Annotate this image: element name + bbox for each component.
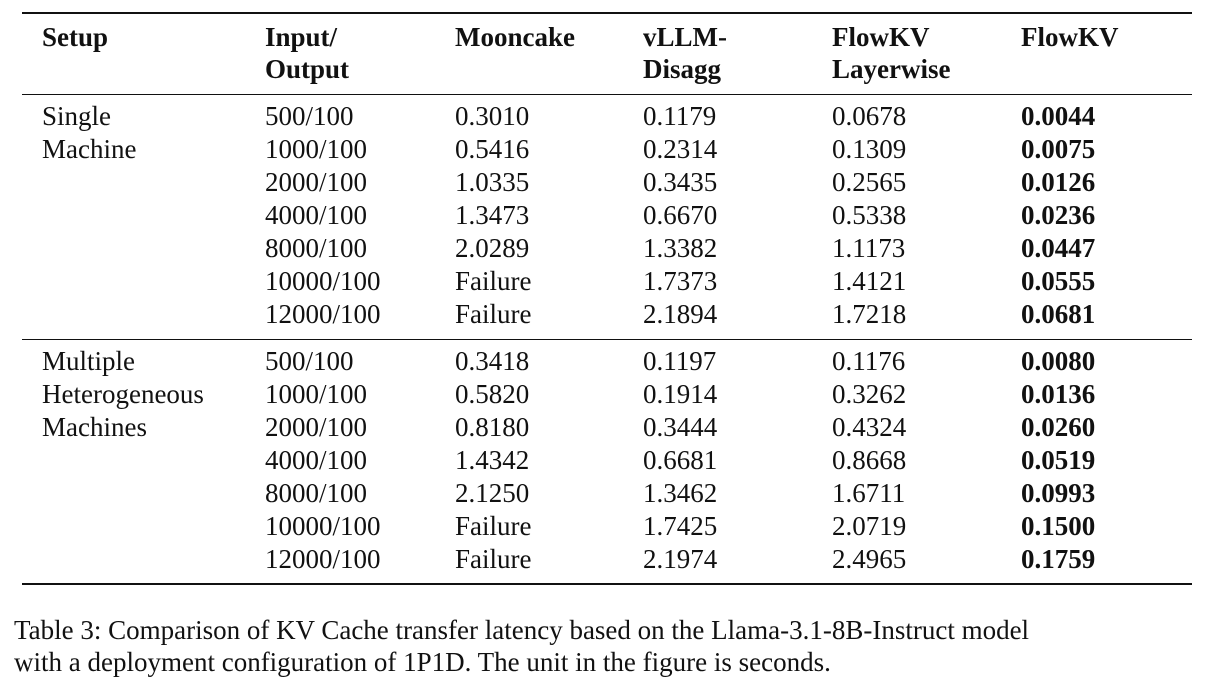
- header-rule: [22, 94, 1192, 95]
- best-value: 0.0044: [1021, 101, 1096, 131]
- table-cell: 1.4121: [832, 266, 907, 296]
- top-rule: [22, 12, 1192, 14]
- table-cell: 2.0289: [455, 233, 530, 263]
- setup-label: Multiple: [42, 346, 135, 376]
- best-value: 0.0447: [1021, 233, 1096, 263]
- table-cell: 0.5338: [832, 200, 907, 230]
- table-cell: 0.2565: [832, 167, 907, 197]
- table-cell: 0.3418: [455, 346, 530, 376]
- table-cell: 4000/100: [265, 200, 368, 230]
- table-cell: 2.1974: [643, 544, 718, 574]
- setup-label: Single: [42, 101, 112, 131]
- header-cell: Disagg: [643, 54, 722, 84]
- table-cell: 8000/100: [265, 233, 368, 263]
- header-cell: Output: [265, 54, 350, 84]
- table-cell: 1.7373: [643, 266, 718, 296]
- table-cell: 1.3462: [643, 478, 718, 508]
- best-value: 0.0555: [1021, 266, 1096, 296]
- table-cell: 1.1173: [832, 233, 906, 263]
- table-cell: Failure: [455, 544, 532, 574]
- header-cell: Layerwise: [832, 54, 951, 84]
- best-value: 0.0519: [1021, 445, 1096, 475]
- table-cell: 8000/100: [265, 478, 368, 508]
- best-value: 0.0080: [1021, 346, 1096, 376]
- table-cell: 1.7218: [832, 299, 907, 329]
- header-cell: Setup: [42, 22, 109, 52]
- header-cell: FlowKV: [1021, 22, 1119, 52]
- table-cell: 0.1179: [643, 101, 717, 131]
- header-cell: FlowKV: [832, 22, 930, 52]
- caption: with a deployment configuration of 1P1D.…: [14, 647, 831, 677]
- header-cell: vLLM-: [643, 22, 727, 52]
- table-cell: 0.1197: [643, 346, 717, 376]
- table-cell: 2.1894: [643, 299, 718, 329]
- table-cell: 12000/100: [265, 544, 381, 574]
- best-value: 0.0681: [1021, 299, 1096, 329]
- table-cell: 1.4342: [455, 445, 530, 475]
- best-value: 0.1500: [1021, 511, 1096, 541]
- best-value: 0.1759: [1021, 544, 1096, 574]
- table-cell: 1.3382: [643, 233, 718, 263]
- table-cell: 0.2314: [643, 134, 718, 164]
- best-value: 0.0075: [1021, 134, 1096, 164]
- setup-label: Heterogeneous: [42, 379, 204, 409]
- group-rule: [22, 339, 1192, 340]
- caption: Table 3: Comparison of KV Cache transfer…: [14, 615, 1030, 645]
- table-cell: 1.6711: [832, 478, 906, 508]
- best-value: 0.0236: [1021, 200, 1096, 230]
- header-cell: Input/: [265, 22, 338, 52]
- table-cell: 4000/100: [265, 445, 368, 475]
- table-cell: 10000/100: [265, 266, 381, 296]
- table-cell: 500/100: [265, 101, 354, 131]
- table-cell: 1000/100: [265, 134, 368, 164]
- table-cell: Failure: [455, 266, 532, 296]
- best-value: 0.0126: [1021, 167, 1096, 197]
- table-cell: 2000/100: [265, 412, 368, 442]
- table-cell: 1.0335: [455, 167, 530, 197]
- table-cell: 1.3473: [455, 200, 530, 230]
- table-cell: 0.6670: [643, 200, 718, 230]
- table-cell: 1.7425: [643, 511, 718, 541]
- table-cell: 10000/100: [265, 511, 381, 541]
- table-cell: 0.8180: [455, 412, 530, 442]
- table-cell: 2.0719: [832, 511, 907, 541]
- table-cell: 0.1309: [832, 134, 907, 164]
- table-cell: 0.3010: [455, 101, 530, 131]
- table-cell: 2000/100: [265, 167, 368, 197]
- best-value: 0.0993: [1021, 478, 1096, 508]
- table-cell: 0.1176: [832, 346, 906, 376]
- table-cell: 2.4965: [832, 544, 907, 574]
- table-cell: 0.1914: [643, 379, 718, 409]
- table-cell: 0.0678: [832, 101, 907, 131]
- table-cell: Failure: [455, 511, 532, 541]
- table-cell: 0.8668: [832, 445, 907, 475]
- best-value: 0.0260: [1021, 412, 1096, 442]
- table-cell: 1000/100: [265, 379, 368, 409]
- table-cell: 2.1250: [455, 478, 530, 508]
- table-cell: 0.4324: [832, 412, 907, 442]
- table-cell: 0.3435: [643, 167, 718, 197]
- table-cell: Failure: [455, 299, 532, 329]
- table-cell: 12000/100: [265, 299, 381, 329]
- table-cell: 0.3444: [643, 412, 718, 442]
- table-cell: 0.5820: [455, 379, 530, 409]
- best-value: 0.0136: [1021, 379, 1096, 409]
- header-cell: Mooncake: [455, 22, 575, 52]
- table-cell: 0.3262: [832, 379, 907, 409]
- bottom-rule: [22, 583, 1192, 585]
- table-cell: 0.6681: [643, 445, 718, 475]
- table-cell: 500/100: [265, 346, 354, 376]
- setup-label: Machine: [42, 134, 137, 164]
- table-cell: 0.5416: [455, 134, 530, 164]
- setup-label: Machines: [42, 412, 147, 442]
